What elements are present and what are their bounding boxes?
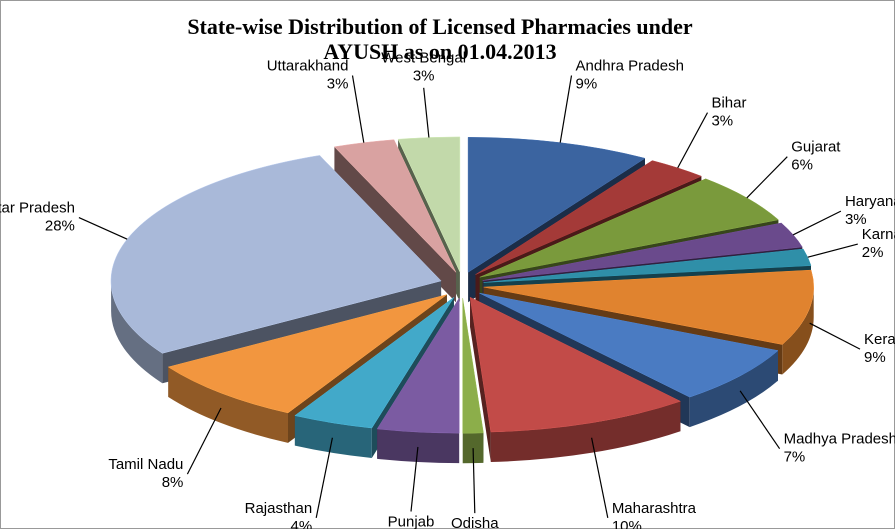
leader-line [809,322,861,350]
slice [483,269,814,345]
leader-line [315,437,333,519]
chart-title: State-wise Distribution of Licensed Phar… [187,14,693,64]
slice-side [334,146,456,303]
slice [479,178,779,278]
slice-wall [111,280,163,384]
slice [376,297,460,434]
slice-wall [689,350,778,428]
data-label-name: West Bengal [381,50,466,67]
slice [167,294,448,414]
leader-line [739,390,781,450]
leader-line [792,210,842,236]
slice [482,222,803,281]
data-label-value: 3% [413,68,435,85]
slice-wall [168,367,288,443]
slice-tops [110,136,814,434]
slice [479,292,779,398]
data-label-name: Uttarakhand [267,57,349,74]
data-label-value: 28% [45,218,75,235]
slice [462,298,484,434]
data-label-name: Haryana [845,193,895,210]
slice-wall [377,428,460,464]
data-label-name: Kerala [864,331,895,348]
slice-wall [490,401,681,462]
data-label-value: 2% [862,244,884,261]
data-label-value: 3% [711,113,733,130]
data-label-value: 10% [612,518,642,529]
leader-line [186,407,222,475]
data-label-value: 6% [791,157,813,174]
leader-line [423,87,430,138]
data-label-name: Andhra Pradesh [576,57,684,74]
leader-line [746,156,788,199]
data-label-name: Tamil Nadu [108,456,183,473]
data-label-name: Punjab [388,513,435,529]
data-label-name: Bihar [711,95,746,112]
leader-line [807,243,858,258]
slice-wall [294,415,372,458]
slice [483,248,812,283]
leader-line [559,75,573,143]
leader-line [472,448,476,514]
data-label-value: 3% [845,211,867,228]
data-label-name: Madhya Pradesh [784,431,895,448]
data-label-name: Odisha [451,515,499,529]
data-label-value: 9% [864,349,886,366]
leader-line [410,446,419,512]
slice [475,160,703,275]
slice [469,296,682,433]
data-label-name: Karnataka [862,226,895,243]
leader-line [78,217,128,240]
data-label-value: 3% [327,75,349,92]
leader-line [591,437,609,519]
data-label-value: 8% [162,474,184,491]
data-label-value: 9% [576,75,598,92]
slice [110,155,442,354]
slice-wall [782,287,814,375]
data-label-name: Maharashtra [612,500,697,517]
data-label-name: Uttar Pradesh [0,200,75,217]
data-label-name: Gujarat [791,139,841,156]
slice [294,297,455,429]
data-label-value: 4% [290,518,312,529]
data-label-value: 7% [784,449,806,466]
leader-line [351,75,365,143]
leader-line [677,112,709,169]
slice-wall [462,432,484,464]
slice-side [470,297,491,462]
data-label-name: Rajasthan [245,500,313,517]
